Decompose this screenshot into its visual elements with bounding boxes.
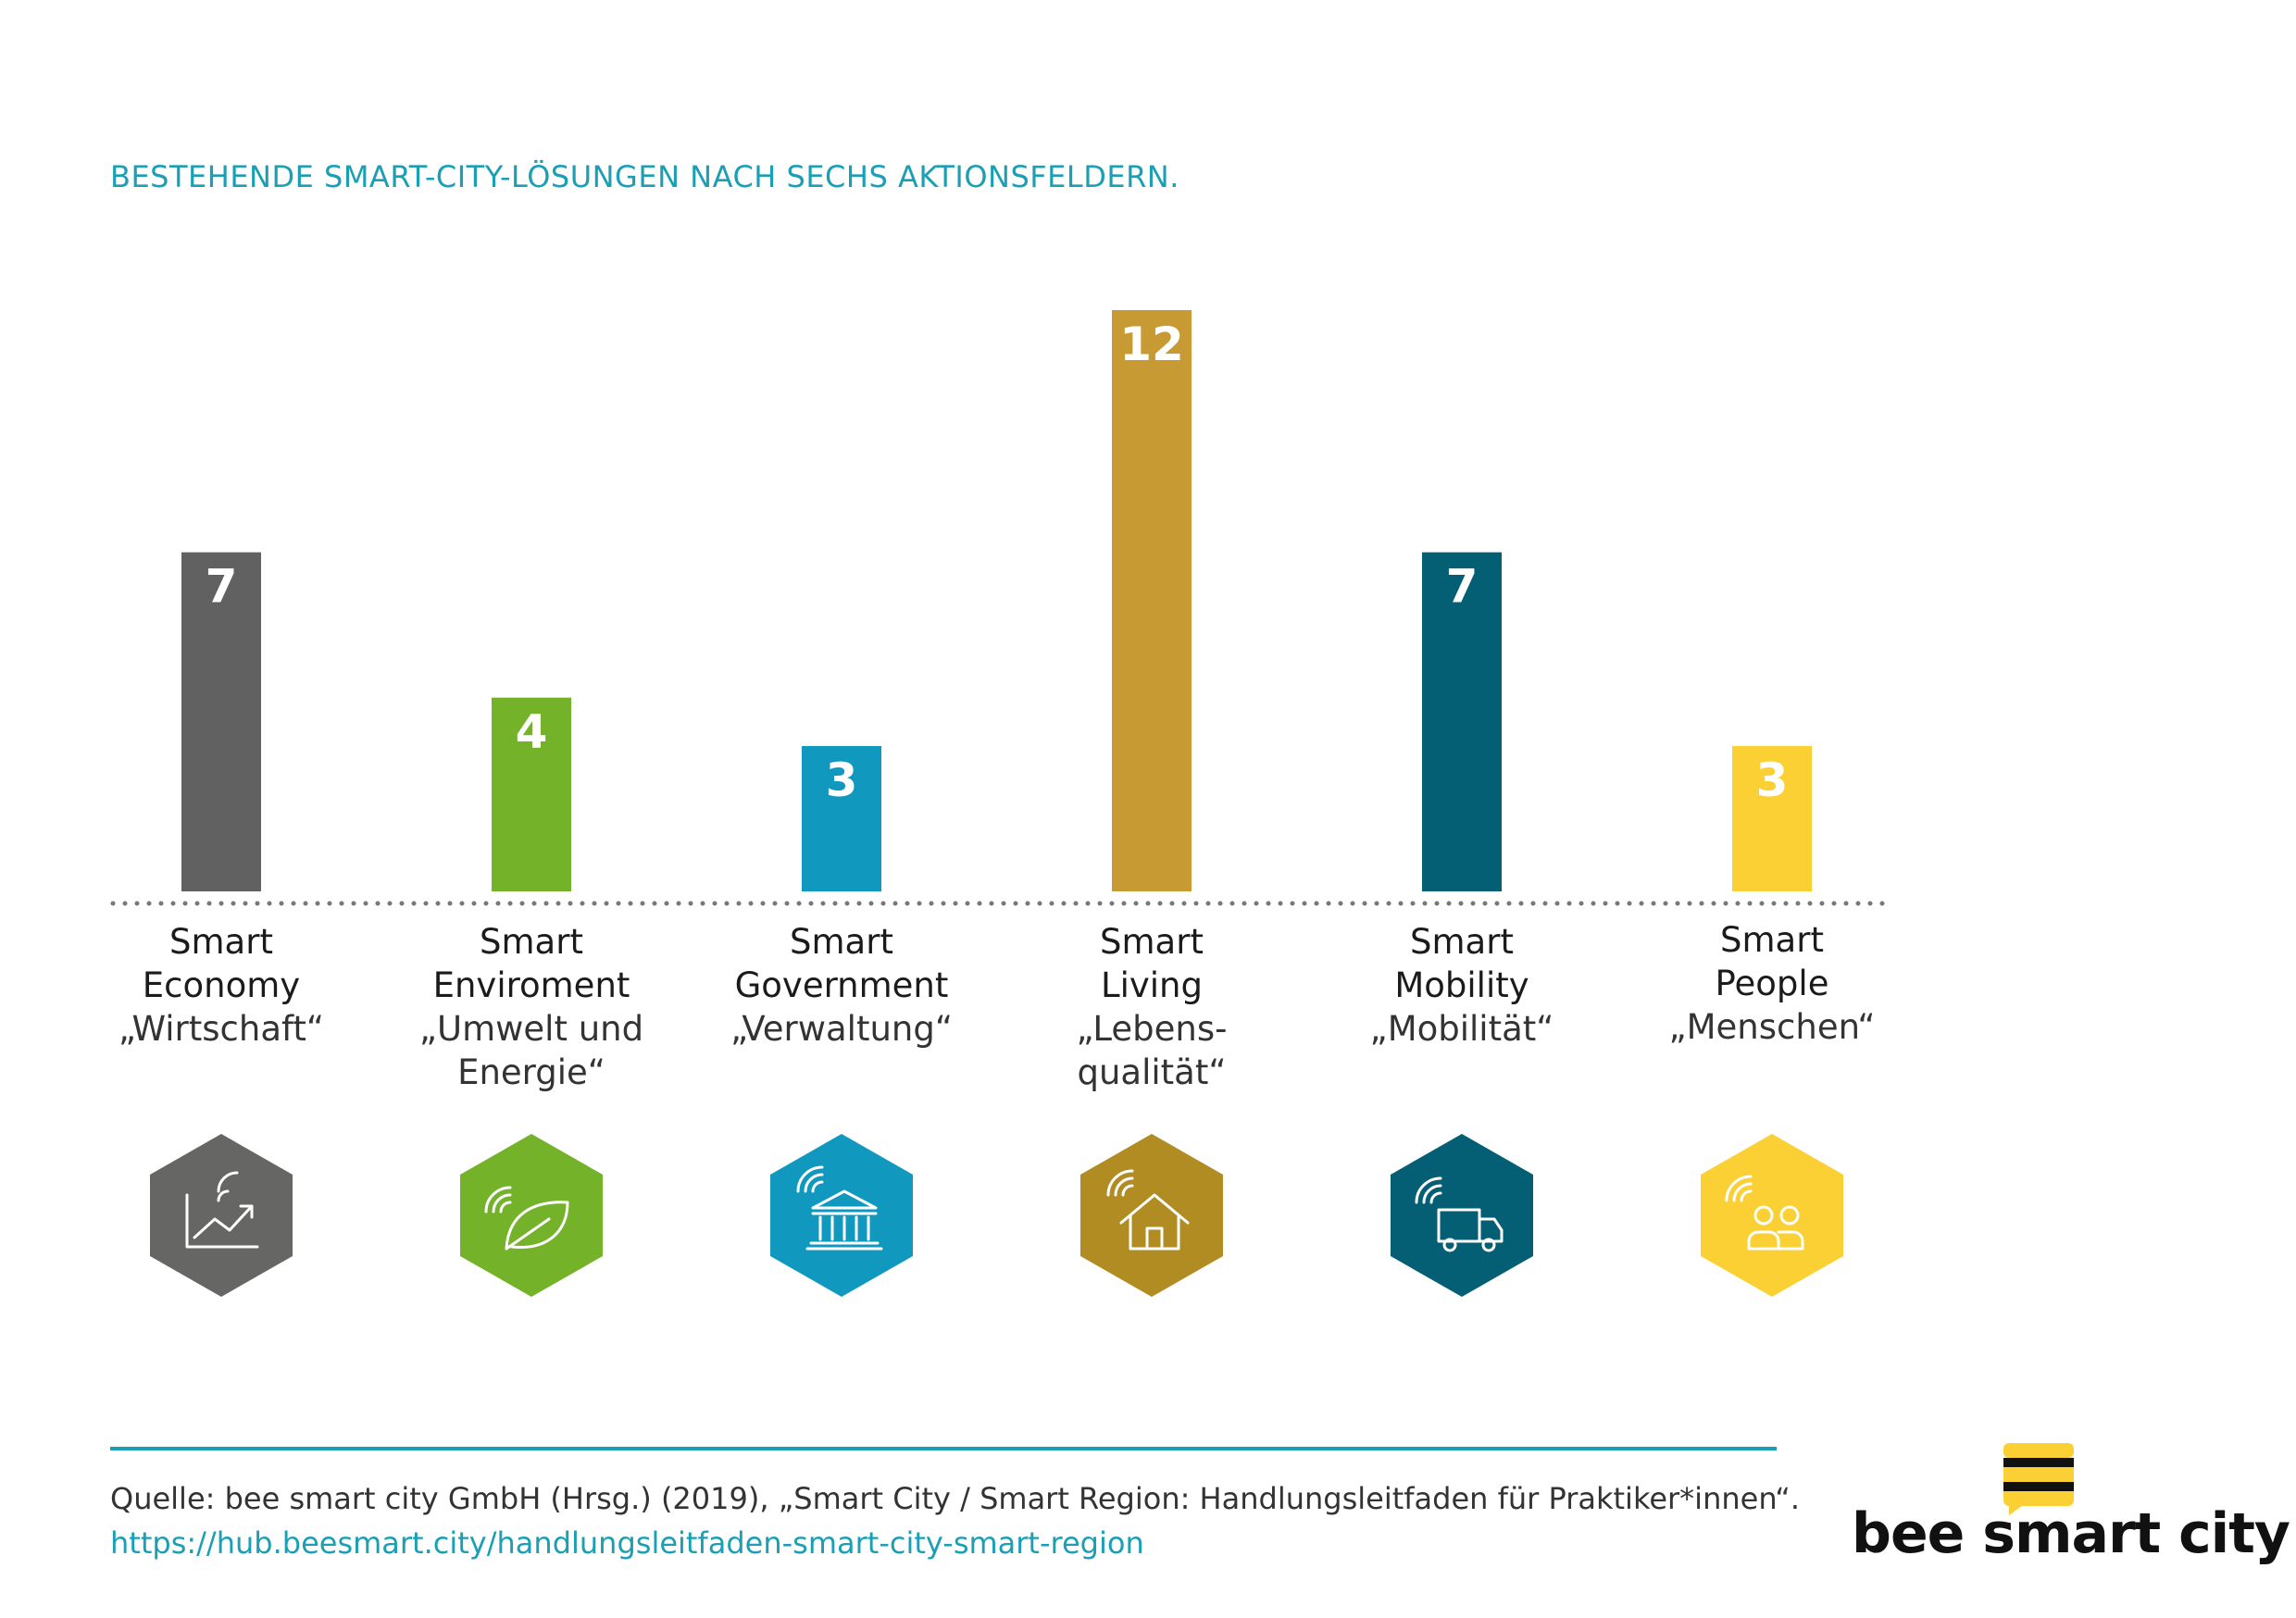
bee-smart-city-logo bbox=[2003, 1443, 2074, 1515]
house-icon bbox=[1080, 1134, 1223, 1297]
category-label-economy: Smart Economy „Wirtschaft“ bbox=[69, 920, 374, 1051]
category-name-line2: Living bbox=[1100, 965, 1203, 1005]
data-label: 7 bbox=[206, 560, 238, 614]
data-label: 12 bbox=[1119, 317, 1184, 371]
data-label: 3 bbox=[826, 753, 858, 807]
category-name-line1: Smart bbox=[1410, 922, 1514, 962]
bar-smart-living bbox=[1112, 310, 1192, 891]
category-name-line1: Smart bbox=[1100, 922, 1204, 962]
category-german-line1: „Menschen“ bbox=[1668, 1007, 1876, 1047]
truck-icon bbox=[1391, 1134, 1533, 1297]
category-name-line1: Smart bbox=[169, 922, 273, 962]
data-label: 4 bbox=[516, 705, 548, 759]
category-label-living: Smart Living „Lebens- qualität“ bbox=[999, 920, 1304, 1094]
category-german-line2: qualität“ bbox=[1077, 1052, 1227, 1092]
bar-smart-people bbox=[1732, 746, 1812, 891]
category-name-line1: Smart bbox=[1720, 920, 1824, 960]
people-icon bbox=[1701, 1134, 1843, 1297]
category-name-line2: Economy bbox=[142, 965, 301, 1005]
category-name-line2: Government bbox=[734, 965, 949, 1005]
source-link[interactable]: https://hub.beesmart.city/handlungsleitf… bbox=[110, 1525, 1144, 1561]
category-label-government: Smart Government „Verwaltung“ bbox=[689, 920, 994, 1051]
category-name-line2: People bbox=[1715, 964, 1829, 1003]
category-label-people: Smart People „Menschen“ bbox=[1619, 918, 1925, 1049]
bar-smart-mobility bbox=[1422, 552, 1502, 891]
bar-smart-government bbox=[802, 746, 881, 891]
data-label: 3 bbox=[1756, 753, 1789, 807]
category-name-line2: Mobility bbox=[1394, 965, 1529, 1005]
chart-title: BESTEHENDE SMART-CITY-LÖSUNGEN NACH SECH… bbox=[110, 159, 1179, 194]
data-label: 7 bbox=[1446, 560, 1479, 614]
category-german-line2: Energie“ bbox=[457, 1052, 605, 1092]
source-citation: Quelle: bee smart city GmbH (Hrsg.) (201… bbox=[110, 1481, 1801, 1516]
category-german-line1: „Umwelt und bbox=[418, 1009, 644, 1049]
logo-speech-bubble-icon bbox=[2003, 1443, 2074, 1515]
category-name-line1: Smart bbox=[480, 922, 583, 962]
brand-name: bee smart city bbox=[1852, 1501, 2290, 1566]
category-name-line1: Smart bbox=[790, 922, 893, 962]
category-german-line1: „Wirtschaft“ bbox=[118, 1009, 325, 1049]
category-label-mobility: Smart Mobility „Mobilität“ bbox=[1309, 920, 1615, 1051]
category-name-line2: Enviroment bbox=[432, 965, 630, 1005]
leaf-icon bbox=[460, 1134, 603, 1297]
chart-growth-icon bbox=[150, 1134, 293, 1297]
category-german-line1: „Mobilität“ bbox=[1369, 1009, 1554, 1049]
category-german-line1: „Verwaltung“ bbox=[730, 1009, 954, 1049]
bar-smart-economy bbox=[181, 552, 261, 891]
category-label-environment: Smart Enviroment „Umwelt und Energie“ bbox=[379, 920, 684, 1094]
footer-divider bbox=[110, 1447, 1777, 1450]
government-building-icon bbox=[770, 1134, 913, 1297]
category-german-line1: „Lebens- bbox=[1076, 1009, 1228, 1049]
bar-smart-enviroment bbox=[492, 697, 571, 891]
